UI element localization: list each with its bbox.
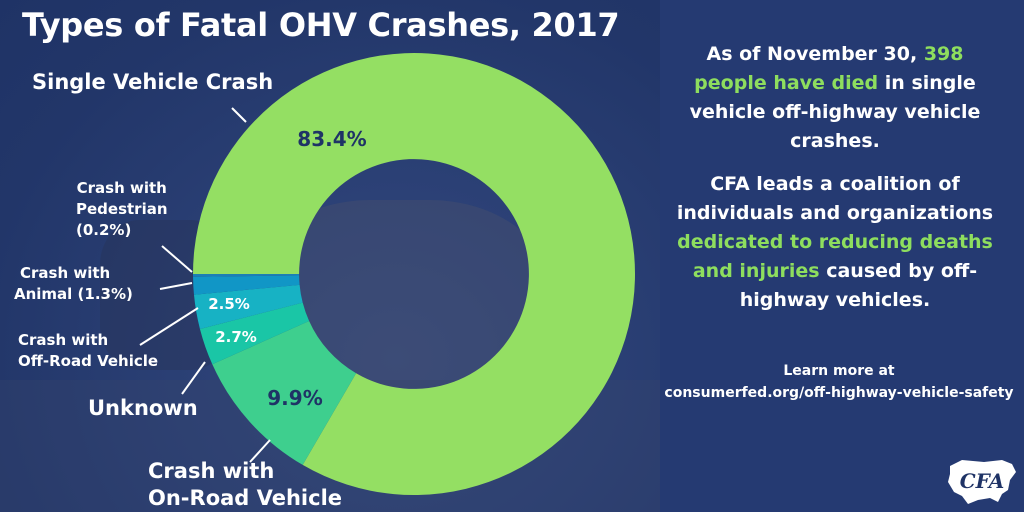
cfa-logo: CFA	[948, 460, 1016, 504]
label-single-vehicle: Single Vehicle Crash	[32, 70, 274, 94]
mission-highlight: dedicated to reducing deaths and injurie…	[677, 231, 993, 282]
data-label-offroad: 2.5%	[208, 295, 250, 313]
mission-text-end: caused by off-highway vehicles.	[739, 260, 978, 311]
slice-unknown	[199, 302, 310, 365]
stat-paragraph: As of November 30, 398 people have died …	[670, 40, 1000, 156]
slice-pedestrian	[193, 274, 300, 277]
leader-line-pedestrian	[161, 245, 193, 273]
label-pedestrian-line-2: Pedestrian	[76, 200, 168, 218]
stat-text-start: As of November 30,	[706, 43, 918, 65]
label-animal-line-1: Crash with	[20, 264, 111, 282]
leader-line-onroad	[249, 439, 271, 463]
label-onroad-line-1: Crash with	[148, 459, 275, 483]
data-label-single: 83.4%	[297, 127, 366, 151]
leader-line-unknown	[181, 361, 206, 395]
label-off-road: Crash with Off-Road Vehicle	[18, 330, 158, 372]
stat-text-end: in single vehicle off-highway vehicle cr…	[689, 72, 981, 152]
leader-line-animal	[159, 282, 193, 290]
learn-more-link[interactable]: consumerfed.org/off-highway-vehicle-safe…	[664, 385, 1014, 401]
label-animal: Crash with Animal (1.3%)	[14, 263, 133, 305]
mission-text-start: CFA leads a coalition of individuals and…	[676, 173, 994, 224]
leader-line-offroad	[139, 307, 199, 346]
slice-animal	[193, 275, 300, 295]
mission-paragraph: CFA leads a coalition of individuals and…	[668, 170, 1002, 315]
slice-off-road	[193, 284, 303, 329]
label-pedestrian: Crash with Pedestrian (0.2%)	[76, 178, 168, 241]
data-label-unknown: 2.7%	[215, 328, 257, 346]
label-pedestrian-line-3: (0.2%)	[76, 221, 132, 239]
label-unknown: Unknown	[88, 396, 198, 420]
stat-number: 398	[923, 43, 964, 65]
slice-on-road	[212, 320, 357, 465]
leader-line-single	[231, 107, 247, 123]
label-offroad-line-2: Off-Road Vehicle	[18, 352, 159, 370]
info-panel	[660, 0, 1024, 512]
label-onroad-line-2: On-Road Vehicle	[148, 486, 343, 510]
logo-text: CFA	[960, 469, 1004, 493]
learn-more-label: Learn more at	[783, 363, 895, 379]
label-on-road: Crash with On-Road Vehicle	[148, 458, 342, 512]
slice-single-vehicle	[193, 52, 636, 496]
label-offroad-line-1: Crash with	[18, 331, 109, 349]
label-animal-line-2: Animal (1.3%)	[14, 285, 133, 303]
stat-highlight: people have died	[694, 72, 879, 94]
learn-more: Learn more at consumerfed.org/off-highwa…	[664, 360, 1014, 404]
donut-chart: 83.4% 9.9% 2.7% 2.5%	[139, 52, 636, 496]
us-map-icon	[948, 460, 1016, 504]
label-pedestrian-line-1: Crash with	[76, 179, 167, 197]
chart-title: Types of Fatal OHV Crashes, 2017	[22, 6, 620, 44]
data-label-onroad: 9.9%	[267, 386, 322, 410]
